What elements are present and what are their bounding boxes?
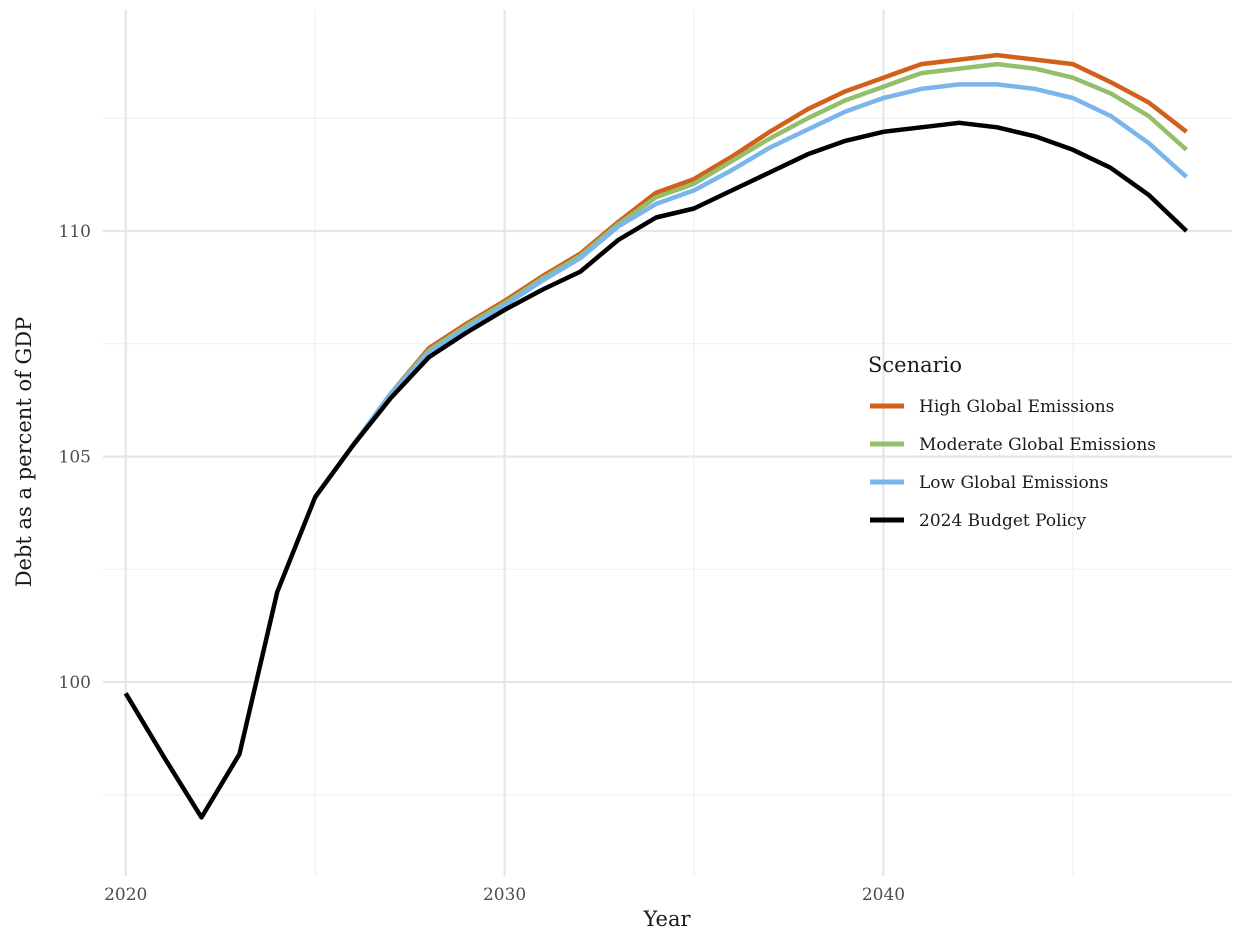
series-line-low-global-emissions: [313, 82, 1188, 499]
y-tick-label: 110: [59, 222, 91, 242]
legend-label-low-global-emissions: Low Global Emissions: [919, 473, 1108, 493]
series-line-moderate-global-emissions: [313, 61, 1188, 499]
x-tick-label: 2040: [862, 885, 905, 905]
y-axis-title: Debt as a percent of GDP: [12, 317, 36, 588]
legend-label-high-global-emissions: High Global Emissions: [919, 397, 1114, 417]
legend-label-moderate-global-emissions: Moderate Global Emissions: [919, 435, 1156, 455]
series-line-high-global-emissions: [313, 52, 1188, 499]
series-line-2024-budget-policy: [123, 120, 1189, 820]
x-tick-label: 2030: [483, 885, 526, 905]
legend-label-2024-budget-policy: 2024 Budget Policy: [919, 511, 1087, 531]
y-tick-label: 100: [59, 673, 91, 693]
grid: [103, 10, 1232, 876]
x-axis-title: Year: [642, 907, 691, 931]
axis-ticks: 2020 2030 2040 100 105 110: [59, 222, 906, 905]
y-tick-label: 105: [59, 448, 91, 468]
legend: Scenario High Global Emissions Moderate G…: [868, 353, 1156, 531]
legend-title: Scenario: [868, 353, 962, 377]
x-tick-label: 2020: [104, 885, 147, 905]
series-lines: [123, 52, 1189, 820]
